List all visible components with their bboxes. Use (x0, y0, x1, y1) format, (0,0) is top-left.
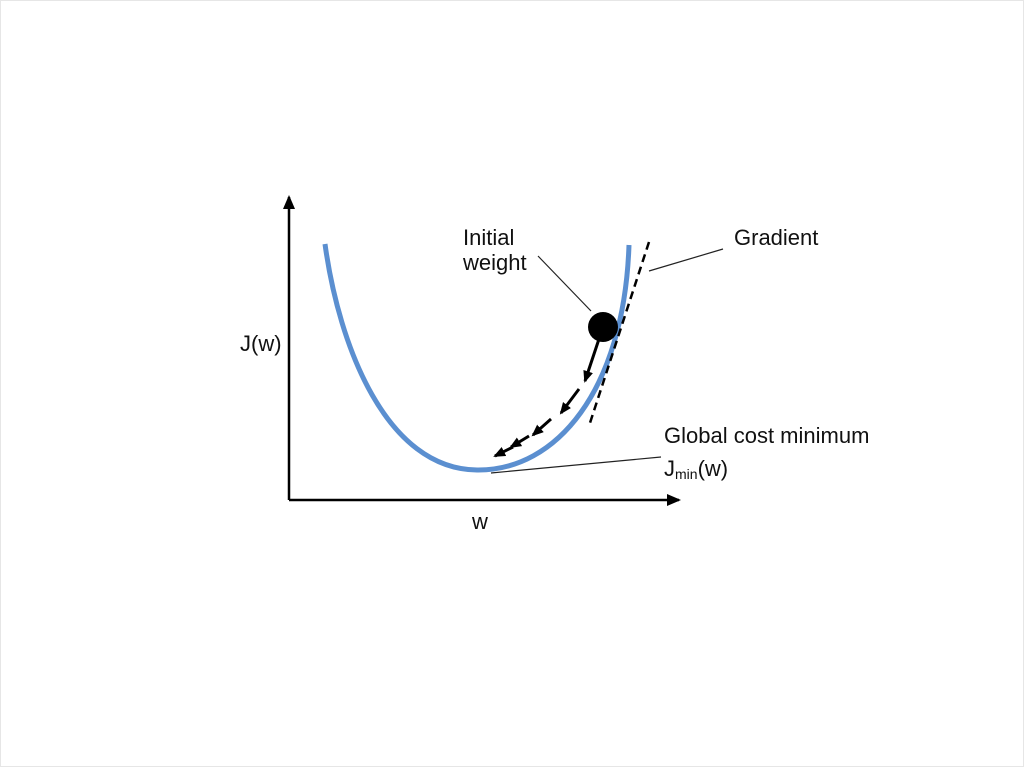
jmin-label-tail: (w) (697, 456, 729, 481)
gradient-tangent-line (587, 241, 651, 427)
jmin-label-subscript: min (675, 466, 698, 482)
initial-weight-leader (537, 255, 592, 312)
initial-weight-label-line1: Initial (463, 225, 515, 250)
jmin-label-main: J (664, 456, 675, 481)
x-axis-label: w (472, 509, 488, 534)
gradient-leader (648, 248, 724, 272)
global-minimum-label: Global cost minimum (664, 423, 870, 448)
descent-step-arrow (493, 445, 514, 458)
y-axis-label: J(w) (240, 331, 282, 356)
initial-weight-point (588, 312, 618, 342)
initial-weight-label: Initial weight (463, 225, 527, 276)
global-minimum-leader (490, 456, 662, 474)
descent-step-arrow (583, 338, 601, 383)
descent-step-arrow (531, 417, 552, 437)
initial-weight-label-line2: weight (463, 250, 527, 276)
descent-step-arrow (509, 434, 530, 449)
gradient-label: Gradient (734, 225, 819, 250)
jmin-label: Jmin(w) (664, 456, 728, 482)
descent-step-arrow (559, 388, 581, 415)
cost-curve (322, 243, 632, 473)
